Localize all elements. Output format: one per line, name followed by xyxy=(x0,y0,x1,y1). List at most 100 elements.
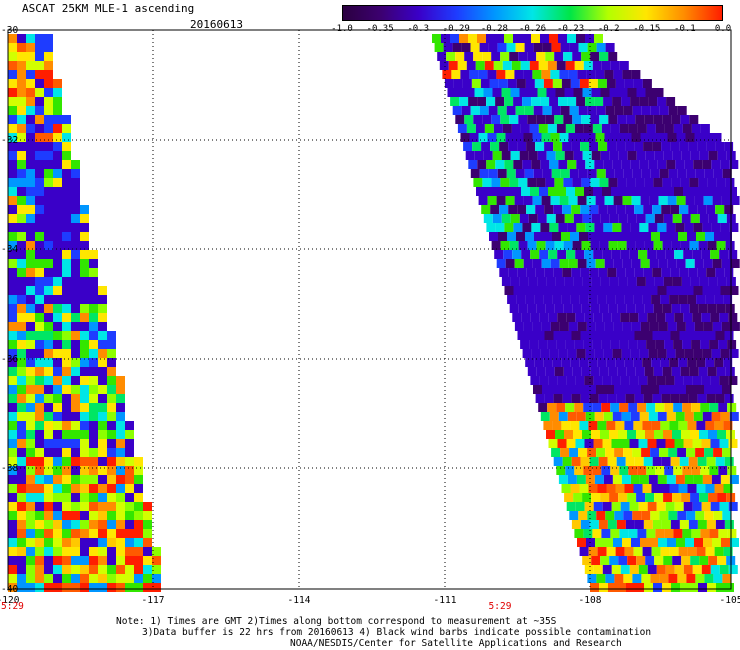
swath-cell xyxy=(720,286,730,295)
swath-cell xyxy=(723,484,733,493)
swath-cell xyxy=(578,385,587,394)
swath-cell xyxy=(567,286,577,295)
swath-cell xyxy=(659,385,668,394)
swath-cell xyxy=(71,520,80,529)
swath-cell xyxy=(485,187,494,196)
swath-cell xyxy=(89,385,98,394)
swath-cell xyxy=(62,529,71,538)
swath-cell xyxy=(455,115,465,124)
swath-cell xyxy=(35,43,44,52)
swath-cell xyxy=(711,475,721,484)
swath-cell xyxy=(107,457,116,466)
swath-cell xyxy=(637,124,647,133)
swath-cell xyxy=(707,178,717,187)
swath-cell xyxy=(572,115,582,124)
swath-cell xyxy=(701,502,711,511)
swath-cell xyxy=(539,187,548,196)
swath-cell xyxy=(62,439,71,448)
swath-cell xyxy=(687,547,697,556)
swath-cell xyxy=(62,376,71,385)
swath-cell xyxy=(80,439,89,448)
swath-cell xyxy=(678,295,688,304)
swath-cell xyxy=(509,52,519,61)
swath-cell xyxy=(697,520,707,529)
swath-cell xyxy=(659,106,669,115)
swath-cell xyxy=(627,151,637,160)
swath-cell xyxy=(693,349,703,358)
swath-cell xyxy=(661,331,671,340)
swath-cell xyxy=(540,223,550,232)
swath-cell xyxy=(636,151,646,160)
swath-cell xyxy=(573,151,583,160)
swath-cell xyxy=(587,106,597,115)
swath-cell xyxy=(679,457,689,466)
swath-cell xyxy=(17,583,26,592)
swath-cell xyxy=(44,151,53,160)
swath-cell xyxy=(590,367,600,376)
swath-cell xyxy=(35,196,44,205)
swath-cell xyxy=(583,529,593,538)
swath-cell xyxy=(591,493,601,502)
swath-cell xyxy=(597,547,607,556)
swath-cell xyxy=(629,439,639,448)
swath-cell xyxy=(674,502,684,511)
swath-cell xyxy=(602,313,612,322)
swath-cell xyxy=(44,79,53,88)
swath-cell xyxy=(699,214,709,223)
swath-cell xyxy=(125,502,134,511)
swath-cell xyxy=(704,448,714,457)
swath-cell xyxy=(576,349,586,358)
swath-cell xyxy=(62,340,71,349)
swath-cell xyxy=(700,124,710,133)
swath-cell xyxy=(17,331,26,340)
swath-cell xyxy=(568,322,578,331)
swath-cell xyxy=(569,106,579,115)
swath-cell xyxy=(640,322,650,331)
swath-cell xyxy=(8,205,17,214)
swath-cell xyxy=(80,448,89,457)
swath-cell xyxy=(80,313,89,322)
swath-cell xyxy=(514,322,524,331)
swath-cell xyxy=(116,520,125,529)
swath-cell xyxy=(483,88,493,97)
swath-cell xyxy=(601,529,611,538)
swath-cell xyxy=(125,538,134,547)
swath-cell xyxy=(618,151,628,160)
swath-cell xyxy=(26,115,35,124)
swath-cell xyxy=(717,556,727,565)
swath-cell xyxy=(718,340,728,349)
swath-cell xyxy=(498,232,507,241)
swath-cell xyxy=(26,241,35,250)
swath-cell xyxy=(98,529,107,538)
swath-cell xyxy=(538,61,548,70)
swath-cell xyxy=(89,457,98,466)
swath-cell xyxy=(646,529,656,538)
swath-cell xyxy=(567,475,577,484)
swath-cell xyxy=(501,214,511,223)
swath-cell xyxy=(576,286,586,295)
swath-cell xyxy=(8,547,17,556)
swath-cell xyxy=(80,385,89,394)
swath-cell xyxy=(116,403,125,412)
swath-cell xyxy=(691,340,701,349)
swath-cell xyxy=(8,349,17,358)
swath-cell xyxy=(473,178,483,187)
swath-cell xyxy=(35,511,44,520)
swath-cell xyxy=(598,142,608,151)
swath-cell xyxy=(724,331,734,340)
swath-cell xyxy=(614,574,624,583)
swath-cell xyxy=(589,457,599,466)
swath-cell xyxy=(577,322,587,331)
swath-cell xyxy=(35,70,44,79)
swath-cell xyxy=(98,286,107,295)
swath-cell xyxy=(714,547,724,556)
swath-cell xyxy=(502,61,512,70)
swath-cell xyxy=(89,565,98,574)
swath-cell xyxy=(98,574,107,583)
swath-cell xyxy=(581,178,591,187)
swath-cell xyxy=(26,223,35,232)
swath-cell xyxy=(134,529,143,538)
swath-cell xyxy=(107,331,116,340)
swath-cell xyxy=(663,151,673,160)
swath-cell xyxy=(470,169,480,178)
